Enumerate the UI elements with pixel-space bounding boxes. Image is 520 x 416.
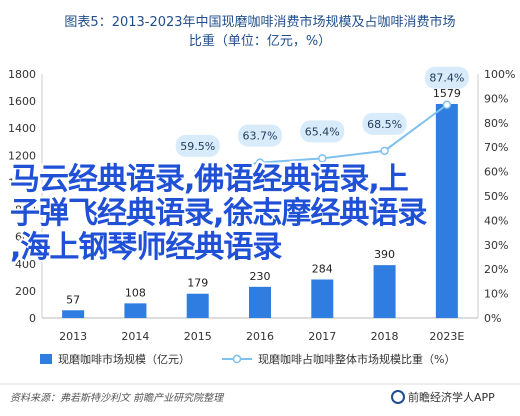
bar-value-label: 230 bbox=[250, 270, 271, 283]
y-right-tick-label: 60% bbox=[484, 166, 508, 179]
source-note: 资料来源：弗若斯特沙利文 前瞻产业研究院整理 bbox=[10, 392, 225, 404]
y-left-tick-label: 1400 bbox=[8, 122, 36, 135]
y-left-tick-label: 1600 bbox=[8, 95, 36, 108]
bar bbox=[311, 279, 334, 318]
line-value-label: 59.5% bbox=[180, 140, 215, 153]
chart-title-line-2: 比重（单位：亿元，%） bbox=[189, 33, 331, 49]
bar bbox=[249, 286, 271, 318]
bar bbox=[186, 293, 209, 318]
line-value-label: 87.4% bbox=[429, 72, 464, 85]
legend-line-marker bbox=[232, 354, 242, 364]
y-left-tick-label: 1200 bbox=[8, 149, 36, 162]
y-right-tick-label: 0% bbox=[484, 312, 501, 325]
legend-line-label: 现磨咖啡占咖啡整体市场规模比重（%） bbox=[258, 352, 455, 366]
line-value-box bbox=[424, 66, 469, 89]
bar bbox=[62, 310, 85, 318]
y-right-tick-label: 50% bbox=[484, 190, 508, 203]
chart-title-line-1: 图表5：2013-2023年中国现磨咖啡消费市场规模及占咖啡消费市场 bbox=[64, 14, 455, 30]
brand-logo-icon bbox=[391, 390, 405, 404]
x-tick-label: 2017 bbox=[308, 330, 336, 343]
bar-value-label: 179 bbox=[187, 277, 208, 290]
bar-value-label: 57 bbox=[66, 293, 80, 306]
y-right-tick-label: 100% bbox=[484, 68, 515, 81]
legend-bar-swatch bbox=[40, 354, 52, 364]
y-right-tick-label: 30% bbox=[484, 239, 508, 252]
line-value-label: 68.5% bbox=[367, 118, 402, 131]
y-right-tick-label: 10% bbox=[484, 288, 508, 301]
x-tick-label: 2016 bbox=[246, 330, 274, 343]
y-right-tick-label: 80% bbox=[484, 117, 508, 130]
line-value-box bbox=[175, 134, 220, 157]
bar bbox=[124, 303, 147, 318]
y-right-tick-label: 40% bbox=[484, 214, 508, 227]
y-left-tick-label: 200 bbox=[15, 285, 36, 298]
bar-value-label: 284 bbox=[312, 263, 333, 276]
brand-label: 前瞻经济学人APP bbox=[408, 390, 495, 404]
line-value-box bbox=[300, 120, 345, 143]
x-tick-label: 2013 bbox=[59, 330, 87, 343]
y-left-tick-label: 800 bbox=[15, 204, 36, 217]
bar-value-label: 108 bbox=[125, 286, 146, 299]
bar-value-label: 390 bbox=[374, 248, 395, 261]
legend-bar-label: 现磨咖啡市场规模（亿元） bbox=[58, 352, 190, 366]
y-right-tick-label: 90% bbox=[484, 92, 508, 105]
bar-value-label: 1579 bbox=[433, 87, 461, 100]
x-tick-label: 2023E bbox=[429, 330, 464, 343]
x-tick-label: 2015 bbox=[184, 330, 212, 343]
x-tick-label: 2014 bbox=[121, 330, 149, 343]
bar bbox=[435, 103, 458, 318]
y-left-tick-label: 600 bbox=[15, 231, 36, 244]
y-left-tick-label: 1800 bbox=[8, 68, 36, 81]
line-value-label: 63.7% bbox=[243, 130, 278, 143]
line-value-box bbox=[238, 124, 282, 147]
y-right-tick-label: 20% bbox=[484, 263, 508, 276]
line-marker bbox=[442, 100, 452, 109]
line-marker bbox=[380, 146, 389, 156]
line-value-label: 65.4% bbox=[305, 125, 340, 138]
y-left-tick-label: 0 bbox=[29, 312, 36, 325]
y-left-tick-label: 400 bbox=[15, 258, 36, 271]
line-value-box bbox=[362, 112, 407, 135]
y-left-tick-label: 1000 bbox=[8, 176, 36, 189]
y-right-tick-label: 70% bbox=[484, 141, 508, 154]
x-tick-label: 2018 bbox=[371, 330, 399, 343]
line-marker bbox=[193, 168, 202, 178]
line-marker bbox=[318, 154, 327, 163]
line-marker bbox=[255, 158, 265, 167]
bar bbox=[373, 265, 396, 318]
